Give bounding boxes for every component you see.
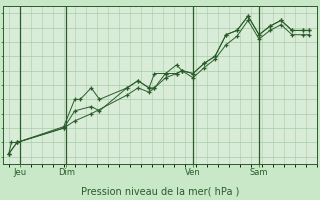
Text: Pression niveau de la mer( hPa ): Pression niveau de la mer( hPa ) [81,186,239,196]
